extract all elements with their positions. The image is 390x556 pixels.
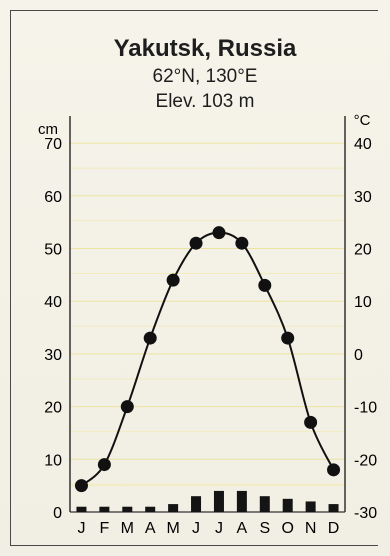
temperature-point bbox=[258, 278, 272, 292]
right-tick-label: 10 bbox=[354, 294, 372, 311]
right-tick-label: 40 bbox=[354, 136, 372, 153]
left-tick-label: 20 bbox=[44, 400, 62, 417]
right-tick-label: -20 bbox=[354, 452, 377, 469]
month-label: A bbox=[237, 520, 248, 537]
right-tick-label: 20 bbox=[354, 241, 372, 258]
temperature-point bbox=[235, 236, 249, 250]
precipitation-bar bbox=[213, 490, 224, 512]
temperature-points bbox=[74, 226, 341, 493]
month-label: D bbox=[328, 520, 340, 537]
right-tick-label: -30 bbox=[354, 505, 377, 522]
month-label: M bbox=[166, 520, 179, 537]
chart-header: Yakutsk, Russia 62°N, 130°E Elev. 103 m bbox=[50, 34, 360, 114]
temperature-point bbox=[97, 458, 111, 472]
precipitation-bar bbox=[282, 498, 293, 512]
month-label: M bbox=[121, 520, 134, 537]
precipitation-bars bbox=[76, 490, 339, 512]
right-tick-label: 0 bbox=[354, 347, 363, 364]
left-tick-label: 40 bbox=[44, 294, 62, 311]
precipitation-bar bbox=[191, 496, 202, 512]
precipitation-bar bbox=[168, 504, 179, 512]
temperature-point bbox=[74, 479, 88, 493]
month-label: F bbox=[99, 520, 109, 537]
precipitation-bar bbox=[76, 506, 87, 512]
month-label: J bbox=[192, 520, 200, 537]
temperature-point bbox=[304, 415, 318, 429]
left-tick-label: 10 bbox=[44, 452, 62, 469]
right-axis-unit: °C bbox=[354, 112, 371, 129]
left-tick-label: 70 bbox=[44, 136, 62, 153]
chart-coordinates: 62°N, 130°E bbox=[152, 66, 258, 87]
month-label: J bbox=[77, 520, 85, 537]
precipitation-bar bbox=[328, 504, 339, 512]
chart-title: Yakutsk, Russia bbox=[113, 35, 297, 62]
card-border bbox=[10, 10, 378, 546]
left-tick-label: 30 bbox=[44, 347, 62, 364]
precipitation-bar bbox=[99, 506, 110, 512]
precipitation-bar bbox=[122, 506, 133, 512]
temperature-point bbox=[143, 331, 157, 345]
temperature-point bbox=[212, 226, 226, 240]
month-label: A bbox=[145, 520, 156, 537]
temperature-point bbox=[189, 236, 203, 250]
temperature-point bbox=[166, 273, 180, 287]
precipitation-bar bbox=[259, 496, 270, 512]
month-label: O bbox=[281, 520, 293, 537]
left-axis-ticks: 0 10 20 30 40 50 60 70 bbox=[44, 136, 62, 522]
month-label: S bbox=[259, 520, 270, 537]
temperature-point bbox=[120, 400, 134, 414]
right-tick-label: -10 bbox=[354, 400, 377, 417]
temperature-point bbox=[281, 331, 295, 345]
chart-elevation: Elev. 103 m bbox=[155, 91, 255, 112]
left-tick-label: 0 bbox=[53, 505, 62, 522]
left-tick-label: 60 bbox=[44, 189, 62, 206]
precipitation-bar bbox=[305, 501, 316, 512]
right-tick-label: 30 bbox=[354, 189, 372, 206]
left-tick-label: 50 bbox=[44, 241, 62, 258]
right-axis-ticks: -30 -20 -10 0 10 20 30 40 bbox=[354, 136, 377, 522]
temperature-line bbox=[80, 231, 335, 487]
left-axis-unit: cm bbox=[38, 121, 58, 138]
month-label: N bbox=[305, 520, 317, 537]
month-label: J bbox=[215, 520, 223, 537]
temperature-point bbox=[327, 463, 341, 477]
gridlines bbox=[70, 142, 345, 487]
precipitation-bar bbox=[236, 490, 247, 512]
precipitation-bar bbox=[145, 506, 156, 512]
